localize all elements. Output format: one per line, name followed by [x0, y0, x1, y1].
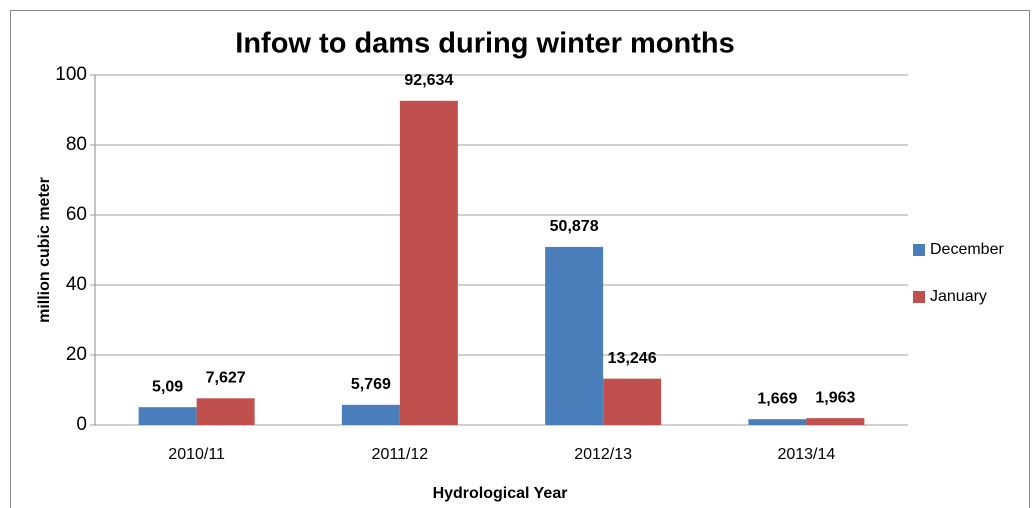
chart-frame — [10, 10, 1030, 508]
y-tick-label: 0 — [76, 414, 87, 435]
data-label: 50,878 — [550, 218, 599, 235]
bar — [399, 100, 458, 425]
bar — [748, 419, 807, 425]
data-label: 1,669 — [757, 390, 797, 407]
x-tick-label: 2012/13 — [574, 446, 632, 463]
x-tick-label: 2013/14 — [777, 446, 835, 463]
data-label: 5,769 — [351, 376, 391, 393]
x-tick-label: 2011/12 — [372, 446, 429, 463]
data-label: 13,246 — [608, 350, 657, 367]
legend-swatch — [913, 291, 925, 303]
data-label: 5,09 — [152, 378, 183, 395]
legend-label: January — [930, 288, 987, 305]
bar — [603, 378, 662, 425]
bar — [806, 418, 865, 425]
data-label: 1,963 — [815, 389, 855, 406]
y-tick-label: 40 — [66, 274, 87, 295]
y-tick-label: 20 — [66, 344, 87, 365]
legend-swatch — [913, 244, 925, 256]
bar — [138, 407, 197, 425]
y-tick-label: 60 — [66, 204, 87, 225]
y-tick-label: 80 — [66, 134, 87, 155]
legend-label: December — [930, 241, 1004, 258]
bar — [545, 246, 604, 425]
y-axis-label: million cubic meter — [36, 177, 53, 323]
chart-title: Infow to dams during winter months — [235, 28, 734, 60]
bar — [196, 398, 255, 425]
data-label: 7,627 — [206, 370, 246, 387]
bar — [341, 404, 400, 425]
data-label: 92,634 — [404, 72, 453, 89]
x-axis-label: Hydrological Year — [433, 485, 568, 502]
y-tick-label: 100 — [55, 64, 87, 85]
x-tick-label: 2010/11 — [168, 446, 225, 463]
